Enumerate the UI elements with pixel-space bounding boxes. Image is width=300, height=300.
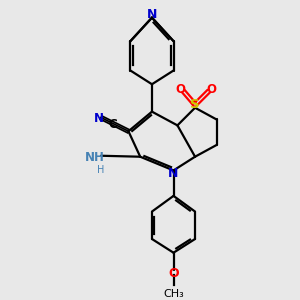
Text: N: N (94, 112, 104, 125)
Text: S: S (190, 98, 200, 111)
Text: CH₃: CH₃ (163, 289, 184, 299)
Text: N: N (168, 167, 179, 180)
Text: O: O (176, 82, 185, 96)
Text: H: H (97, 165, 105, 176)
Text: O: O (207, 82, 217, 96)
Text: C: C (108, 118, 117, 131)
Text: O: O (168, 267, 179, 280)
Text: NH: NH (85, 151, 105, 164)
Text: N: N (147, 8, 157, 21)
